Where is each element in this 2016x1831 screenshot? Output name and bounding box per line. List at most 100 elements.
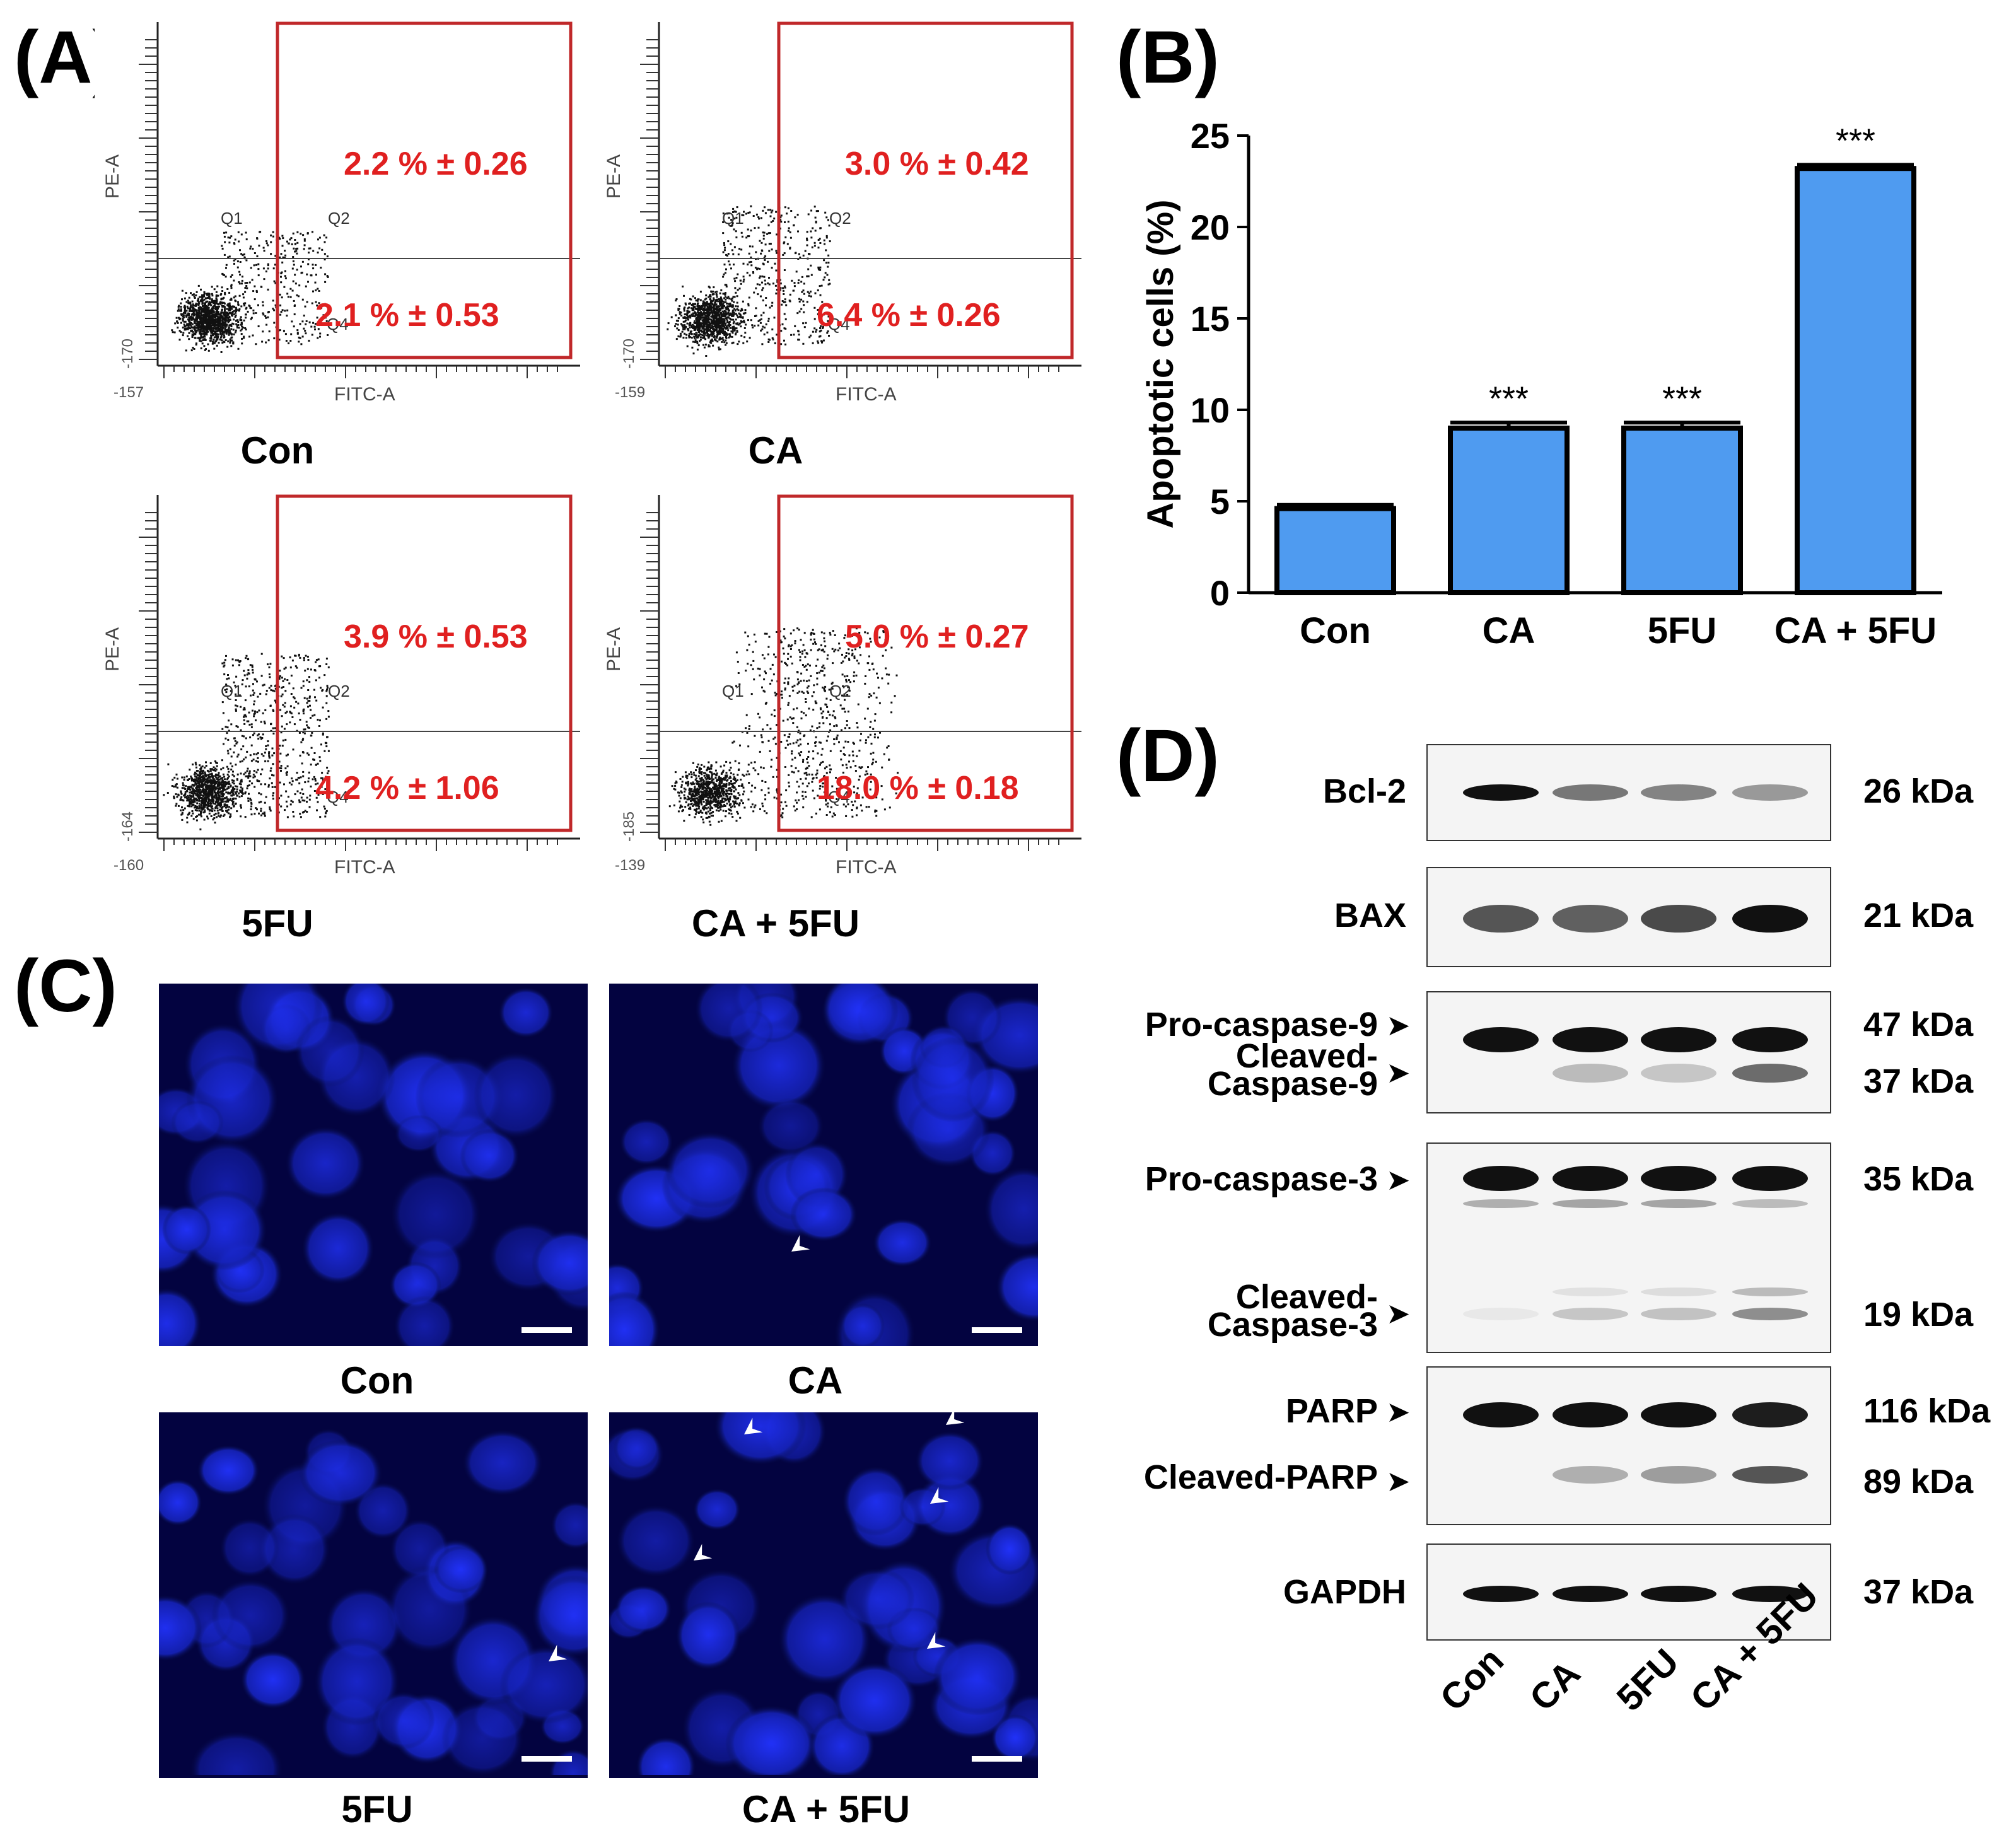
event-dot xyxy=(703,765,706,768)
event-dot xyxy=(787,207,790,209)
event-dot xyxy=(204,810,206,813)
event-dot xyxy=(296,252,298,255)
event-dot xyxy=(194,793,197,795)
event-dot xyxy=(321,772,323,774)
event-dot xyxy=(205,798,207,800)
event-dot xyxy=(693,333,696,335)
event-dot xyxy=(224,800,226,803)
event-dot xyxy=(284,270,286,272)
event-dot xyxy=(207,313,209,315)
event-dot xyxy=(300,233,302,235)
event-dot xyxy=(715,323,718,326)
event-dot xyxy=(701,319,704,322)
event-dot xyxy=(232,342,235,345)
flow-plot: Q1 Q2 Q4 PE-A FITC-A -157 -170 xyxy=(95,16,586,419)
event-dot xyxy=(267,740,269,743)
event-dot xyxy=(760,295,762,298)
event-dot xyxy=(184,320,187,323)
event-dot xyxy=(718,329,721,332)
event-dot xyxy=(711,781,713,784)
event-dot xyxy=(692,325,695,327)
event-dot xyxy=(203,334,206,337)
event-dot xyxy=(237,659,239,661)
event-dot xyxy=(815,328,818,331)
event-dot xyxy=(199,806,201,809)
event-dot xyxy=(214,305,216,307)
event-dot xyxy=(819,327,822,329)
event-dot xyxy=(223,231,225,234)
event-dot xyxy=(282,686,284,688)
event-dot xyxy=(195,783,198,786)
event-dot xyxy=(253,753,255,755)
event-dot xyxy=(245,259,248,262)
quadrant-label: Q2 xyxy=(328,682,350,700)
event-dot xyxy=(241,790,243,793)
event-dot xyxy=(316,317,318,319)
event-dot xyxy=(201,772,204,774)
event-dot xyxy=(798,298,800,300)
event-dot xyxy=(813,318,816,320)
event-dot xyxy=(223,673,226,675)
quadrant-label: Q1 xyxy=(221,682,243,700)
event-dot xyxy=(280,695,283,697)
event-dot xyxy=(201,781,203,783)
event-dot xyxy=(318,665,320,668)
event-dot xyxy=(825,216,828,219)
event-dot xyxy=(267,263,269,265)
event-dot xyxy=(206,815,209,818)
event-dot xyxy=(713,335,716,337)
event-dot xyxy=(689,332,692,334)
event-dot xyxy=(248,784,250,786)
event-dot xyxy=(793,771,795,774)
event-dot xyxy=(709,318,711,321)
event-dot xyxy=(696,332,698,334)
event-dot xyxy=(702,312,704,315)
event-dot xyxy=(263,278,265,281)
event-dot xyxy=(308,777,310,779)
event-dot xyxy=(291,801,294,803)
event-dot xyxy=(747,263,749,265)
event-dot xyxy=(181,818,184,821)
event-dot xyxy=(730,298,733,301)
event-dot xyxy=(749,245,751,248)
event-dot xyxy=(677,329,680,331)
event-dot xyxy=(716,340,719,343)
event-dot xyxy=(694,311,696,313)
event-dot xyxy=(292,748,294,751)
event-dot xyxy=(757,226,760,229)
event-dot xyxy=(291,716,294,718)
event-dot xyxy=(227,317,230,319)
event-dot xyxy=(296,779,298,781)
event-dot xyxy=(735,216,738,219)
event-dot xyxy=(728,309,730,311)
event-dot xyxy=(301,739,304,741)
event-dot xyxy=(198,781,201,784)
event-dot xyxy=(820,644,822,646)
event-dot xyxy=(284,310,286,312)
event-dot xyxy=(242,293,245,296)
event-dot xyxy=(197,298,200,300)
event-dot xyxy=(209,781,211,783)
event-dot xyxy=(226,304,229,306)
event-dot xyxy=(258,792,260,794)
event-dot xyxy=(225,332,228,334)
event-dot xyxy=(197,313,200,316)
event-dot xyxy=(247,797,250,799)
event-dot xyxy=(220,777,223,780)
event-dot xyxy=(731,299,733,302)
event-dot xyxy=(197,791,199,793)
event-dot xyxy=(224,797,227,799)
event-dot xyxy=(230,298,233,301)
event-dot xyxy=(237,301,239,303)
event-dot xyxy=(697,318,699,321)
event-dot xyxy=(240,781,242,783)
event-dot xyxy=(757,216,760,218)
event-dot xyxy=(253,770,255,772)
event-dot xyxy=(746,272,749,274)
event-dot xyxy=(796,801,798,804)
event-dot xyxy=(215,297,218,299)
event-dot xyxy=(713,318,714,321)
event-dot xyxy=(704,334,706,336)
event-dot xyxy=(195,819,198,822)
event-dot xyxy=(209,805,212,807)
